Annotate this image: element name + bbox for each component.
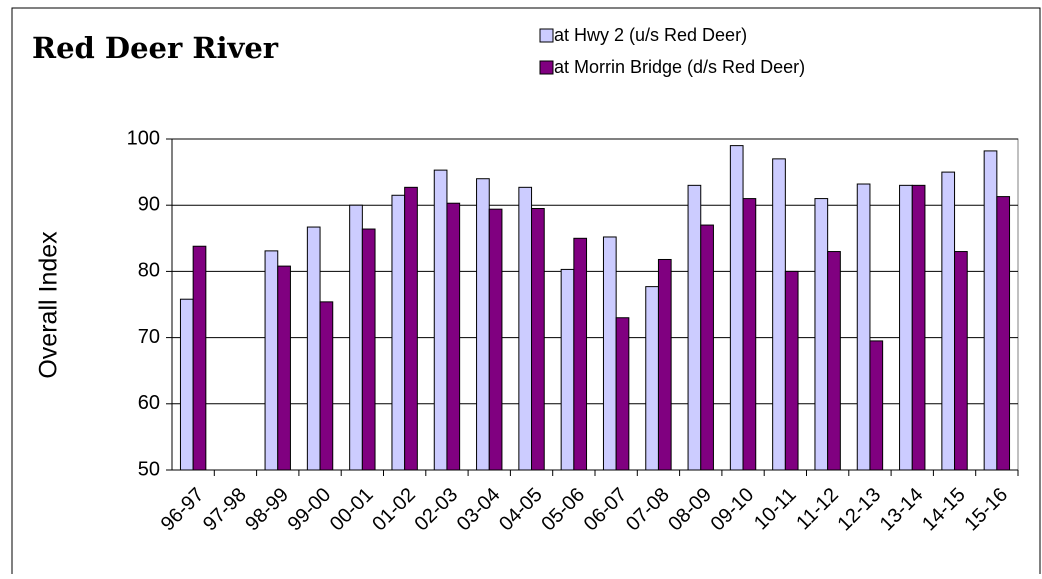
bar [306,226,321,471]
legend-label: at Morrin Bridge (d/s Red Deer) [554,57,805,77]
x-tick-label: 96-97 [157,484,209,536]
y-tick-label: 50 [138,458,160,480]
bar [531,208,545,471]
bar [433,169,448,471]
x-tick-label: 02-03 [410,484,462,536]
y-tick-label: 90 [138,193,160,215]
y-tick-label: 60 [138,392,160,414]
x-tick-label: 07-08 [622,484,674,536]
x-tick-label: 00-01 [326,484,378,536]
bar [729,145,744,471]
bar [856,183,871,471]
bar [645,286,659,471]
x-tick-label: 08-09 [664,484,716,536]
chart-title: Red Deer River [32,31,279,65]
x-tick-label: 12-13 [833,484,885,536]
legend-label: at Hwy 2 (u/s Red Deer) [554,25,747,45]
bar [827,251,841,471]
bar [983,150,998,471]
x-tick-label: 98-99 [241,484,293,536]
bar [784,270,799,471]
legend-swatch [539,28,554,43]
plot-area [171,138,1019,471]
bar [954,251,968,471]
bar [264,250,279,471]
bar [899,184,913,471]
x-tick-label: 10-11 [750,484,801,535]
bar [700,224,714,471]
bar [615,317,630,471]
bar [602,236,617,471]
bar [772,158,786,471]
bar [911,184,926,471]
bar [996,196,1011,471]
bar [488,208,503,471]
bar [361,228,376,471]
bar [941,171,956,471]
x-tick-label: 01-02 [368,484,420,536]
y-axis-label: Overall Index [35,231,63,379]
y-tick-label: 100 [127,127,160,149]
bar [476,178,490,471]
y-tick-label: 70 [138,326,160,348]
bar [446,202,461,471]
legend-swatch [539,60,554,75]
bar [179,298,194,471]
bar [573,237,588,471]
x-tick-label: 05-06 [537,484,589,536]
bar [277,265,291,471]
x-tick-label: 99-00 [284,484,336,536]
bar [349,204,363,471]
bar [742,198,757,471]
x-tick-label: 13-14 [876,484,928,536]
bar [391,194,406,471]
x-tick-label: 03-04 [453,484,505,536]
x-tick-label: 04-05 [495,484,547,536]
x-tick-label: 15-16 [960,484,1012,536]
x-tick-label: 09-10 [707,484,759,536]
bar [869,340,884,471]
bar [404,186,418,471]
bar [814,198,829,471]
y-tick-label: 80 [138,260,160,282]
bar [560,268,575,471]
x-tick-label: 14-15 [918,484,970,536]
bar [657,258,672,471]
x-tick-label: 11-12 [792,484,843,535]
x-tick-label: 97-98 [199,484,251,536]
bar [192,245,207,471]
bar [518,186,533,471]
bar [687,184,702,471]
bar [319,301,334,471]
x-tick-label: 06-07 [580,484,632,536]
